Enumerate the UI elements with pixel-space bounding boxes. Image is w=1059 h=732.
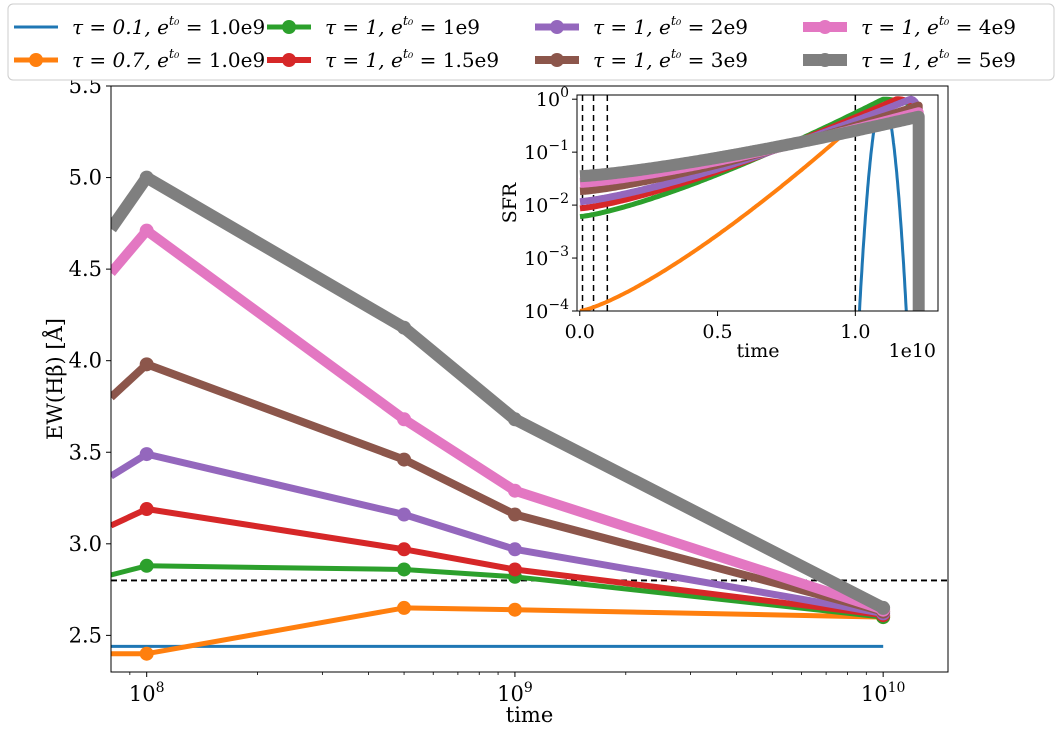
inset-ytick-label: 100 <box>536 85 569 111</box>
inset-axes-frame <box>576 94 939 312</box>
main-series-point-5-1 <box>139 357 154 372</box>
main-series-point-5-3 <box>507 507 522 522</box>
legend-entry-5: τ = 1, et₀ = 3e9 <box>535 47 748 72</box>
legend-label: τ = 1, et₀ = 1.5e9 <box>325 47 499 72</box>
legend-entry-7: τ = 1, et₀ = 5e9 <box>803 47 1016 72</box>
main-ylabel: EW(Hβ) [Å] <box>42 318 67 440</box>
legend-swatch-marker <box>29 53 43 67</box>
legend-entry-6: τ = 1, et₀ = 4e9 <box>803 14 1016 39</box>
main-series-point-7-4 <box>876 600 891 615</box>
main-series-point-7-2 <box>397 320 412 335</box>
main-xtick-label: 109 <box>497 680 533 706</box>
main-series-point-2-2 <box>397 562 412 577</box>
legend: τ = 0.1, et₀ = 1.0e9 τ = 0.7, et₀ = 1.0e9… <box>7 3 1055 81</box>
inset-ytick-label: 10−3 <box>524 244 569 270</box>
main-series-point-1-3 <box>507 602 522 617</box>
legend-swatch-marker <box>550 20 564 34</box>
legend-label: τ = 1, et₀ = 3e9 <box>593 47 748 72</box>
inset-ytick-label: 10−4 <box>524 297 569 323</box>
legend-swatch-marker <box>282 20 296 34</box>
legend-entry-2: τ = 1, et₀ = 1e9 <box>267 14 480 39</box>
inset-xtick-label: 1.0 <box>840 321 870 343</box>
main-series-point-1-2 <box>397 600 412 615</box>
legend-label: τ = 1, et₀ = 2e9 <box>593 14 748 39</box>
legend-label: τ = 0.7, et₀ = 1.0e9 <box>72 47 265 72</box>
inset-plot: 0.0 0.5 1.0 10−4 10−3 10−2 10−1 100 time 1e10 SFR <box>499 85 939 362</box>
main-series-point-7-1 <box>139 170 154 185</box>
main-series-point-4-2 <box>397 507 412 522</box>
legend-entry-4: τ = 1, et₀ = 2e9 <box>535 14 748 39</box>
inset-ylabel: SFR <box>499 182 521 223</box>
main-series-point-6-1 <box>139 223 154 238</box>
main-ytick-label: 2.5 <box>69 623 102 647</box>
legend-entry-0: τ = 0.1, et₀ = 1.0e9 <box>14 14 265 39</box>
main-series-group <box>111 170 891 661</box>
legend-swatch-marker <box>550 53 564 67</box>
main-ytick-label: 4.0 <box>69 349 102 373</box>
main-xtick-label: 1010 <box>861 680 906 706</box>
legend-entry-1: τ = 0.7, et₀ = 1.0e9 <box>14 47 265 72</box>
legend-label: τ = 0.1, et₀ = 1.0e9 <box>72 14 265 39</box>
main-series-point-1-1 <box>139 646 154 661</box>
main-xlabel: time <box>506 703 554 727</box>
main-ytick-label: 4.5 <box>69 257 102 281</box>
legend-label: τ = 1, et₀ = 4e9 <box>861 14 1016 39</box>
main-series-point-6-2 <box>397 412 412 427</box>
main-ytick-label: 3.5 <box>69 440 102 464</box>
legend-swatch-marker <box>818 20 832 34</box>
inset-offset-label: 1e10 <box>888 340 936 362</box>
legend-label: τ = 1, et₀ = 1e9 <box>325 14 480 39</box>
main-xtick-label: 108 <box>129 680 165 706</box>
inset-series-group <box>577 95 925 311</box>
main-series-line-3 <box>111 506 884 619</box>
legend-label: τ = 1, et₀ = 5e9 <box>861 47 1016 72</box>
main-series-point-3-2 <box>397 542 412 557</box>
main-ytick-label: 3.0 <box>69 532 102 556</box>
legend-swatch-marker <box>818 53 832 67</box>
inset-ytick-label: 10−1 <box>524 138 569 164</box>
inset-ytick-label: 10−2 <box>524 191 569 217</box>
main-series-point-3-1 <box>139 502 154 517</box>
main-series-point-3-3 <box>507 562 522 577</box>
legend-entry-3: τ = 1, et₀ = 1.5e9 <box>267 47 499 72</box>
main-series-point-2-1 <box>139 558 154 573</box>
main-axes-frame <box>110 85 949 673</box>
inset-xlabel: time <box>737 340 780 362</box>
main-ytick-label: 5.0 <box>69 166 102 190</box>
inset-series-line-7 <box>577 110 925 311</box>
main-series-point-4-3 <box>507 542 522 557</box>
main-series-point-5-2 <box>397 452 412 467</box>
inset-xtick-label: 0.0 <box>565 321 595 343</box>
main-series-point-7-3 <box>507 412 522 427</box>
main-series-point-6-3 <box>507 483 522 498</box>
inset-xtick-label: 0.5 <box>702 321 732 343</box>
legend-swatch-marker <box>282 53 296 67</box>
main-series-point-4-1 <box>139 447 154 462</box>
